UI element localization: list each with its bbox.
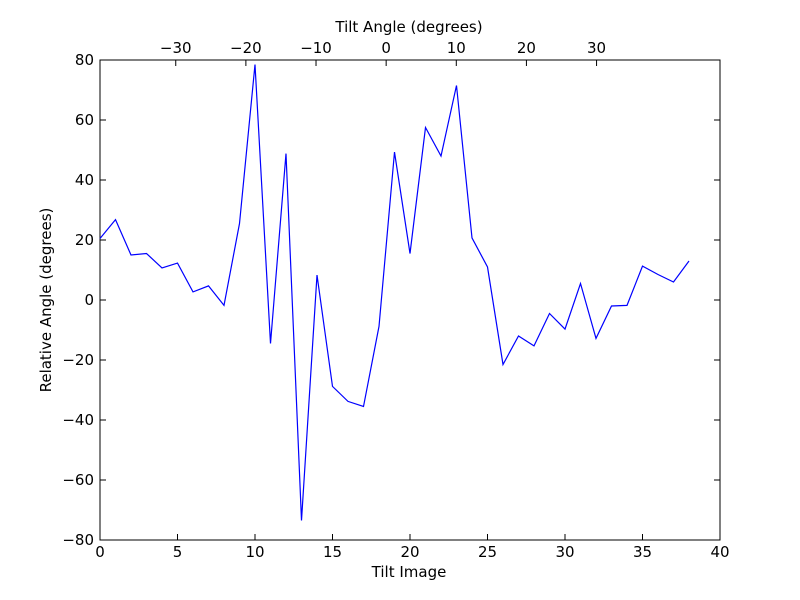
x-tick-label: 0 xyxy=(95,543,105,561)
top-x-tick-label: 20 xyxy=(517,39,536,57)
x-tick-label: 20 xyxy=(400,543,419,561)
y-tick-label: 60 xyxy=(75,111,94,129)
x-axis-title: Tilt Image xyxy=(371,563,447,581)
ticks: 0 5 10 15 20 25 30 35 40 −30 −20 −10 0 10 20 30 −80 −60 −4… xyxy=(62,39,729,561)
top-x-axis-title: Tilt Angle (degrees) xyxy=(334,18,482,36)
x-tick-label: 5 xyxy=(173,543,183,561)
y-tick-label: 80 xyxy=(75,51,94,69)
y-tick-label: −80 xyxy=(62,531,94,549)
plot-frame xyxy=(99,59,721,541)
top-x-tick-label: −30 xyxy=(160,39,192,57)
y-axis-title: Relative Angle (degrees) xyxy=(37,208,55,393)
series-line-0 xyxy=(99,64,690,521)
top-x-tick-label: −10 xyxy=(300,39,332,57)
y-tick-label: −60 xyxy=(62,471,94,489)
y-tick-label: 40 xyxy=(75,171,94,189)
x-tick-label: 40 xyxy=(710,543,729,561)
x-tick-label: 35 xyxy=(633,543,652,561)
x-tick-label: 25 xyxy=(478,543,497,561)
top-x-tick-label: 30 xyxy=(587,39,606,57)
top-x-tick-label: 10 xyxy=(447,39,466,57)
axes xyxy=(99,59,721,541)
y-tick-label: 0 xyxy=(84,291,94,309)
y-tick-label: −40 xyxy=(62,411,94,429)
top-x-tick-label: −20 xyxy=(230,39,262,57)
top-x-tick-label: 0 xyxy=(381,39,391,57)
series-layer xyxy=(99,64,690,521)
y-tick-label: −20 xyxy=(62,351,94,369)
x-tick-label: 15 xyxy=(323,543,342,561)
x-tick-label: 30 xyxy=(555,543,574,561)
y-tick-label: 20 xyxy=(75,231,94,249)
x-tick-label: 10 xyxy=(245,543,264,561)
